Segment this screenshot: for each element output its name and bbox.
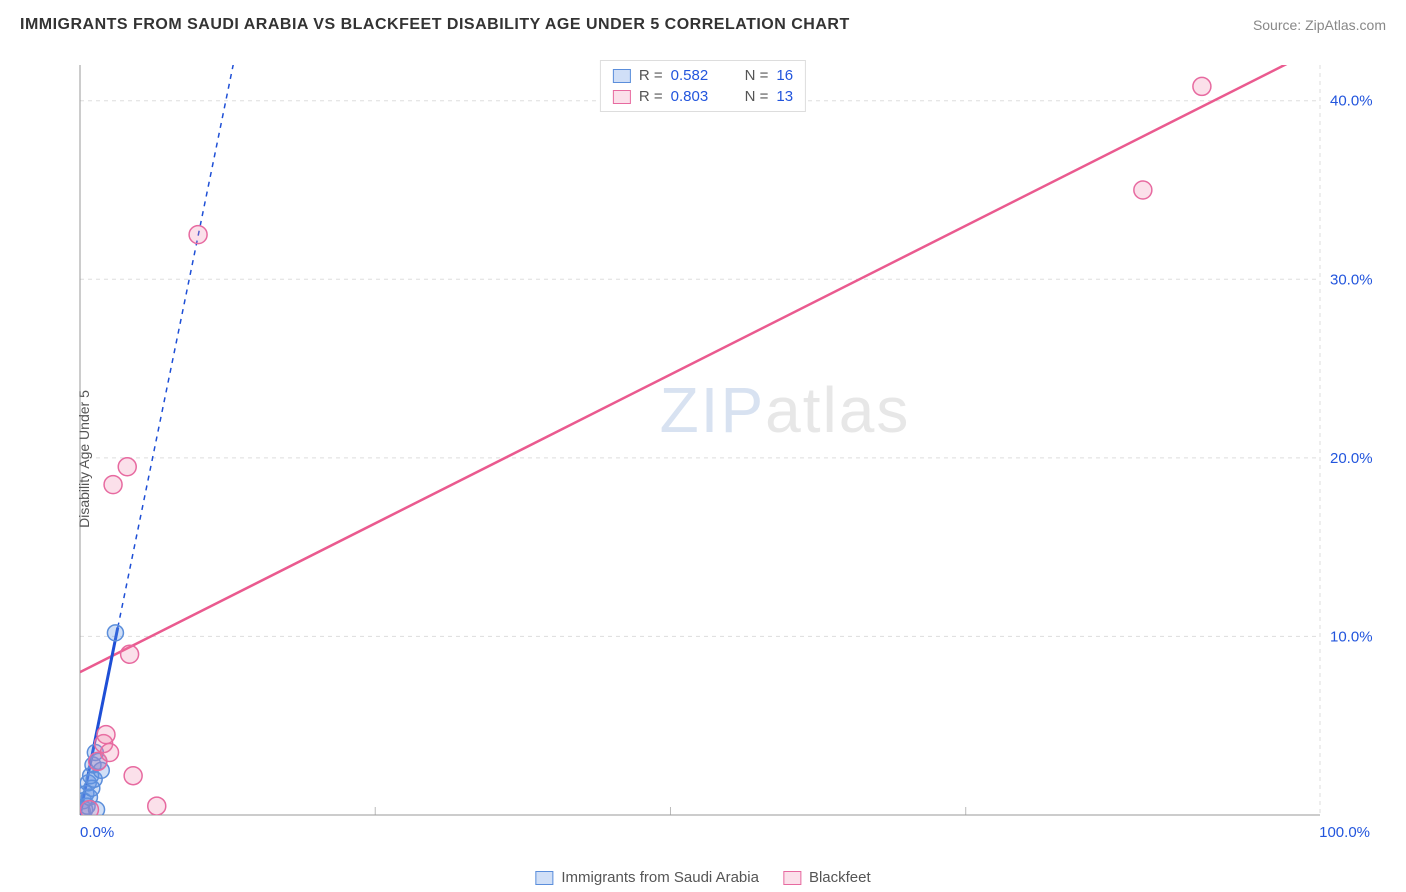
- legend-item-blackfeet: Blackfeet: [783, 869, 871, 886]
- legend-correlation: R = 0.582 N = 16 R = 0.803 N = 13: [600, 60, 806, 112]
- r-value-saudi: 0.582: [671, 67, 731, 84]
- legend-swatch-saudi-b: [535, 871, 553, 885]
- chart-title: IMMIGRANTS FROM SAUDI ARABIA VS BLACKFEE…: [20, 16, 850, 34]
- source-prefix: Source:: [1253, 17, 1305, 33]
- n-value-blackfeet: 13: [776, 88, 793, 105]
- chart-header: IMMIGRANTS FROM SAUDI ARABIA VS BLACKFEE…: [0, 0, 1406, 50]
- svg-text:40.0%: 40.0%: [1330, 93, 1373, 110]
- y-axis-label: Disability Age Under 5: [76, 390, 92, 528]
- legend-item-saudi: Immigrants from Saudi Arabia: [535, 869, 759, 886]
- legend-label-saudi: Immigrants from Saudi Arabia: [561, 869, 759, 886]
- n-label: N =: [745, 88, 769, 105]
- legend-swatch-blackfeet-b: [783, 871, 801, 885]
- n-label: N =: [745, 67, 769, 84]
- svg-text:20.0%: 20.0%: [1330, 450, 1373, 467]
- n-value-saudi: 16: [776, 67, 793, 84]
- r-label: R =: [639, 67, 663, 84]
- svg-text:100.0%: 100.0%: [1319, 824, 1370, 841]
- source-label: Source: ZipAtlas.com: [1253, 17, 1386, 33]
- r-value-blackfeet: 0.803: [671, 88, 731, 105]
- legend-row-blackfeet: R = 0.803 N = 13: [613, 86, 793, 107]
- svg-text:0.0%: 0.0%: [80, 824, 114, 841]
- svg-text:10.0%: 10.0%: [1330, 628, 1373, 645]
- legend-series: Immigrants from Saudi Arabia Blackfeet: [535, 869, 870, 886]
- legend-swatch-saudi: [613, 69, 631, 83]
- legend-label-blackfeet: Blackfeet: [809, 869, 871, 886]
- r-label: R =: [639, 88, 663, 105]
- scatter-plot: 10.0% 20.0% 30.0% 40.0% 0.0% 100.0%: [20, 55, 1386, 862]
- legend-swatch-blackfeet: [613, 90, 631, 104]
- legend-row-saudi: R = 0.582 N = 16: [613, 65, 793, 86]
- source-link[interactable]: ZipAtlas.com: [1305, 17, 1386, 33]
- svg-text:30.0%: 30.0%: [1330, 271, 1373, 288]
- chart-container: Disability Age Under 5 10.0% 20.0% 30.0% 40…: [20, 55, 1386, 862]
